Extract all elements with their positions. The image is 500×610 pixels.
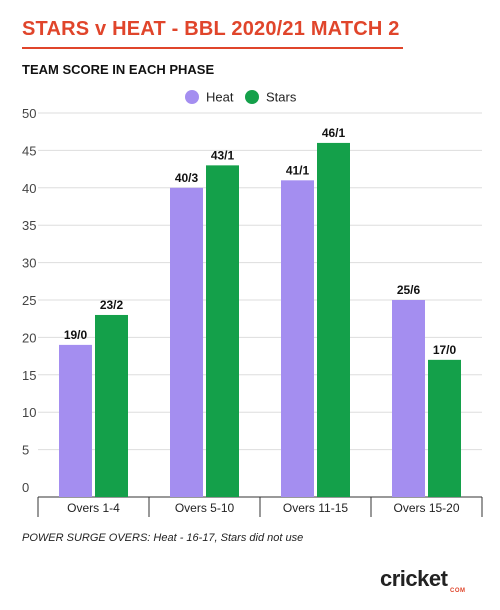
site-logo: cricket COM [380,566,480,594]
y-tick-label: 0 [22,480,29,495]
title-underline [22,47,403,49]
chart-subtitle: TEAM SCORE IN EACH PHASE [22,62,215,77]
bar-heat [170,187,203,498]
bar-stars [206,165,239,498]
y-tick-label: 20 [22,330,36,345]
data-label: 46/1 [322,126,346,140]
footnote: POWER SURGE OVERS: Heat - 16-17, Stars d… [22,532,304,544]
logo-text: cricket [380,566,448,591]
chart-title: STARS v HEAT - BBL 2020/21 MATCH 2 [22,18,400,40]
y-tick-label: 25 [22,293,36,308]
data-label: 41/1 [286,163,310,177]
y-tick-label: 50 [22,106,36,121]
bar-stars [95,314,128,497]
legend-marker-heat [185,90,199,104]
y-tick-label: 15 [22,368,36,383]
legend-label: Heat [206,90,234,105]
x-tick-label: Overs 15-20 [393,501,459,515]
y-tick-label: 45 [22,143,36,158]
logo-sub-text: COM [450,588,466,594]
bar-heat [392,300,425,497]
legend-marker-stars [245,90,259,104]
y-tick-label: 35 [22,218,36,233]
data-label: 17/0 [433,343,457,357]
bar-stars [317,142,350,498]
bar-heat [281,180,314,497]
bar-stars [428,359,461,497]
data-label: 40/3 [175,171,199,185]
legend-label: Stars [266,90,297,105]
y-tick-label: 30 [22,256,36,271]
x-tick-label: Overs 11-15 [283,501,348,515]
y-tick-label: 10 [22,405,36,420]
y-tick-label: 5 [22,443,29,458]
y-tick-label: 40 [22,181,36,196]
bar-heat [59,344,92,497]
bar-chart: 0 5 10 15 20 25 30 35 40 45 50 Overs 1-4 Overs 5-10 O… [22,90,483,517]
x-tick-label: Overs 5-10 [175,501,235,515]
data-label: 23/2 [100,298,124,312]
x-tick-label: Overs 1-4 [67,501,120,515]
data-label: 19/0 [64,328,88,342]
data-label: 43/1 [211,148,235,162]
data-label: 25/6 [397,283,421,297]
